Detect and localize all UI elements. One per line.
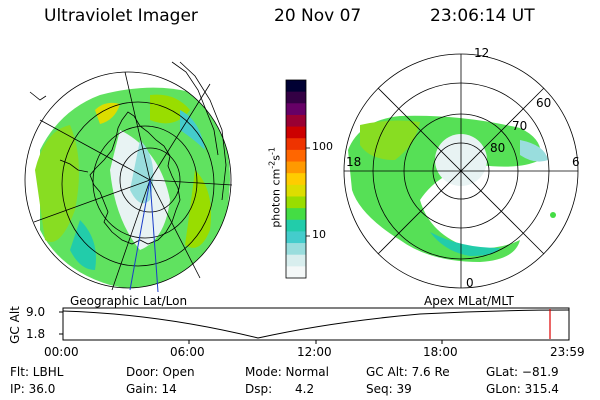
mlt-label-6: 6 (572, 155, 580, 169)
app-title: Ultraviolet Imager (44, 6, 198, 26)
info-glon: GLon: 315.4 (486, 382, 559, 396)
altitude-curve (62, 309, 570, 339)
header-time: 23:06:14 UT (430, 6, 535, 26)
colorbar-stripe (286, 138, 306, 151)
left-coastlines (29, 61, 227, 245)
altitude-plot (59, 307, 570, 344)
mlat-label-70: 70 (512, 119, 528, 133)
colorbar-stripe (286, 243, 306, 256)
mlat-label-60: 60 (536, 96, 552, 110)
altitude-plot-frame (62, 307, 570, 341)
colorbar-stripe (286, 266, 306, 279)
colorbar-label-100: 100 (312, 140, 333, 153)
left-aurora-image (25, 72, 231, 288)
info-ip: IP: 36.0 (10, 382, 56, 396)
info-seq: Seq: 39 (366, 382, 412, 396)
mlt-label-12: 12 (474, 46, 490, 60)
colorbar-label-10: 10 (312, 228, 326, 241)
info-glat: GLat: −81.9 (486, 365, 559, 379)
altitude-ytick-9: 9.0 (26, 305, 46, 319)
colorbar-stripe (286, 149, 306, 163)
colorbar-stripe (286, 103, 306, 116)
info-gain: Gain: 14 (126, 382, 177, 396)
info-door: Door: Open (126, 365, 195, 379)
colorbar (286, 80, 306, 279)
info-dsp: Dsp: 4.2 (245, 382, 315, 396)
altitude-xtick-1800: 18:00 (423, 345, 458, 359)
mlat-label-80: 80 (490, 141, 506, 155)
colorbar-frame (285, 79, 307, 279)
colorbar-stripe (286, 173, 306, 186)
altitude-xtick-2359: 23:59 (550, 345, 585, 359)
colorbar-stripe (286, 196, 306, 209)
mlt-label-0: 0 (466, 276, 474, 290)
left-lat-lon-grid (24, 71, 233, 293)
header-date: 20 Nov 07 (274, 6, 362, 26)
colorbar-stripe (286, 208, 306, 221)
altitude-xtick-0600: 06:00 (170, 345, 205, 359)
colorbar-stripe (286, 126, 306, 139)
right-map-caption: Apex MLat/MLT (424, 294, 514, 308)
info-filter: Flt: LBHL (10, 365, 64, 379)
altitude-xtick-0000: 00:00 (44, 345, 79, 359)
altitude-xtick-1200: 12:00 (297, 345, 332, 359)
colorbar-unit-label: photon cm-2s-1 (267, 147, 283, 228)
colorbar-stripe (286, 80, 306, 93)
colorbar-stripe (286, 91, 306, 104)
colorbar-stripe (286, 254, 306, 267)
colorbar-stripe (286, 184, 306, 197)
colorbar-stripe (286, 219, 306, 232)
altitude-ylabel: GC Alt (7, 306, 22, 344)
colorbar-stripe (286, 161, 306, 174)
altitude-ytick-1-8: 1.8 (26, 327, 46, 341)
mlt-label-18: 18 (346, 155, 362, 169)
info-gc-alt: GC Alt: 7.6 Re (366, 365, 450, 379)
right-mlat-mlt-grid (343, 53, 579, 289)
left-map-caption: Geographic Lat/Lon (70, 294, 188, 308)
colorbar-stripe (286, 114, 306, 128)
colorbar-stripe (286, 231, 306, 244)
info-mode: Mode: Normal (245, 365, 329, 379)
